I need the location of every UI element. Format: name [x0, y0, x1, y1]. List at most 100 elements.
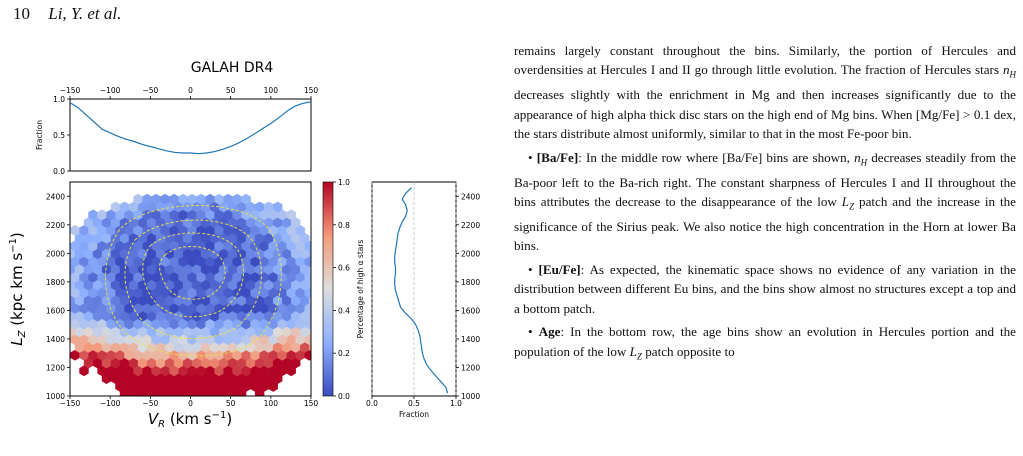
ba-var-lz: LZ — [841, 194, 855, 212]
top-y-tick-label: 1.0 — [53, 95, 65, 104]
main-x-tick-label: 0 — [188, 399, 193, 408]
top-y-tick-label: 0.0 — [53, 167, 65, 176]
main-panel-ylabel: LZ (kpc km s−1) — [8, 232, 28, 346]
top-fraction-panel: −150 −100 −50 0 50 100 150 0.0 0.5 1.0 Fraction — [35, 86, 318, 176]
main-y-tick-label: 2000 — [46, 249, 65, 258]
hexbin-cell — [206, 397, 215, 407]
colorbar-label: Percentage of high α stars — [356, 240, 365, 339]
hexbin-cell — [70, 320, 71, 328]
side-panel-grid — [371, 182, 457, 396]
main-y-tick-label: 1400 — [46, 335, 65, 344]
side-x-tick-label: 1.0 — [450, 399, 462, 408]
main-y-tick-label: 1600 — [46, 306, 65, 315]
contour-line — [142, 232, 245, 318]
top-x-tick-label: −150 — [60, 86, 81, 95]
colorbar-ticks: 0.0 0.2 0.4 0.6 0.8 1.0 — [333, 178, 350, 401]
main-x-tick-label: 100 — [264, 399, 279, 408]
side-panel-x-ticks: 0.0 0.5 1.0 — [366, 396, 462, 408]
colorbar-tick-label: 1.0 — [338, 178, 350, 187]
page-header: 10 Li, Y. et al. — [13, 4, 121, 24]
body-text-column: remains largely constant throughout the … — [514, 41, 1016, 371]
colorbar-tick-label: 0.0 — [338, 392, 350, 401]
side-y-tick-label: 2400 — [461, 192, 480, 201]
side-y-tick-label: 1400 — [461, 335, 480, 344]
hexbin-cell — [161, 397, 170, 407]
hexbin-cell — [286, 209, 296, 221]
hexbin-cell — [170, 397, 179, 407]
main-y-tick-label: 1800 — [46, 278, 65, 287]
colorbar-tick-label: 0.8 — [338, 221, 350, 230]
ba-text-c: patch and the increase in the significan… — [514, 194, 1016, 254]
hexbin-cell — [242, 397, 251, 407]
side-y-tick-label: 1000 — [461, 392, 480, 401]
colorbar-tick-label: 0.4 — [338, 306, 350, 315]
main-panel-x-ticks: −150 −100 −50 0 50 100 150 — [60, 396, 319, 408]
page-number: 10 — [13, 4, 30, 23]
top-y-tick-label: 0.5 — [53, 131, 65, 140]
side-x-tick-label: 0.5 — [408, 399, 420, 408]
hexbin-cell — [197, 397, 206, 407]
figure-title: GALAH DR4 — [191, 60, 274, 76]
main-y-tick-label: 2400 — [46, 192, 65, 201]
top-x-tick-label: 100 — [264, 86, 279, 95]
paragraph-mg-continued: remains largely constant throughout the … — [514, 41, 1016, 144]
hexbin-cell — [241, 193, 251, 205]
side-panel-xlabel: Fraction — [399, 410, 429, 419]
main-x-tick-label: −150 — [60, 399, 81, 408]
eu-text: : As expected, the kinematic space shows… — [514, 261, 1016, 316]
running-head: Li, Y. et al. — [48, 4, 122, 23]
main-x-tick-label: −50 — [142, 399, 158, 408]
hexbin-cell — [215, 397, 224, 407]
contour-line — [159, 245, 226, 300]
side-fraction-line — [394, 187, 449, 394]
eu-heading: [Eu/Fe] — [538, 261, 581, 277]
age-text-b: patch opposite to — [641, 343, 735, 359]
main-y-tick-label: 2200 — [46, 221, 65, 230]
main-x-tick-label: 150 — [304, 399, 319, 408]
main-panel-y-ticks: 1000 1200 1400 1600 1800 2000 2200 2400 — [46, 192, 70, 401]
side-y-tick-label: 1800 — [461, 278, 480, 287]
main-x-tick-label: 50 — [226, 399, 236, 408]
age-text-a: : In the bottom row, the age bins show a… — [514, 324, 1016, 359]
top-panel-frame — [69, 98, 312, 172]
ba-heading: [Ba/Fe] — [536, 149, 579, 165]
colorbar-gradient — [322, 181, 334, 397]
contour-line — [105, 205, 282, 357]
top-x-tick-label: −50 — [142, 86, 158, 95]
hexbin-cell — [179, 397, 188, 407]
side-fraction-panel: 0.0 0.5 1.0 1000 1200 1400 1600 1800 2000 2200 24… — [366, 181, 480, 419]
age-var-lz: LZ — [629, 343, 642, 362]
ba-text-b: decreases steadily from the Ba-poor left… — [514, 149, 1017, 210]
side-y-tick-label: 2200 — [461, 221, 480, 230]
density-contours — [105, 205, 282, 357]
contour-line — [124, 219, 263, 340]
top-fraction-line — [69, 101, 312, 155]
side-y-tick-label: 1200 — [461, 363, 480, 372]
hexbin-cells — [70, 193, 311, 407]
side-y-tick-label: 1600 — [461, 306, 480, 315]
colorbar-tick-label: 0.2 — [338, 349, 350, 358]
hexbin-cell — [134, 397, 143, 407]
paragraph-mg-text: remains largely constant throughout the … — [514, 43, 1016, 142]
main-y-tick-label: 1200 — [46, 363, 65, 372]
top-panel-x-ticks: −150 −100 −50 0 50 100 150 — [60, 86, 319, 99]
top-x-tick-label: 50 — [226, 86, 236, 95]
top-x-tick-label: 0 — [188, 86, 193, 95]
side-y-tick-label: 2000 — [461, 249, 480, 258]
ba-var-nh: nH — [854, 149, 868, 168]
top-panel-y-ticks: 0.0 0.5 1.0 — [53, 95, 70, 176]
age-heading: Age — [538, 324, 561, 340]
side-x-tick-label: 0.0 — [366, 399, 378, 408]
main-panel-xlabel: VR (km s−1) — [148, 410, 232, 430]
hexbin-cell — [70, 289, 71, 296]
side-panel-y-ticks: 1000 1200 1400 1600 1800 2000 2200 2400 — [456, 192, 480, 401]
top-x-tick-label: 150 — [304, 86, 319, 95]
colorbar: 0.0 0.2 0.4 0.6 0.8 1.0 Percentage of high α … — [322, 178, 365, 401]
paragraph-age: • Age: In the bottom row, the age bins s… — [514, 324, 1016, 362]
top-x-tick-label: −100 — [100, 86, 121, 95]
main-y-tick-label: 1000 — [46, 392, 65, 401]
colorbar-tick-label: 0.6 — [338, 264, 350, 273]
paragraph-ba: • [Ba/Fe]: In the middle row where [Ba/F… — [514, 149, 1017, 254]
